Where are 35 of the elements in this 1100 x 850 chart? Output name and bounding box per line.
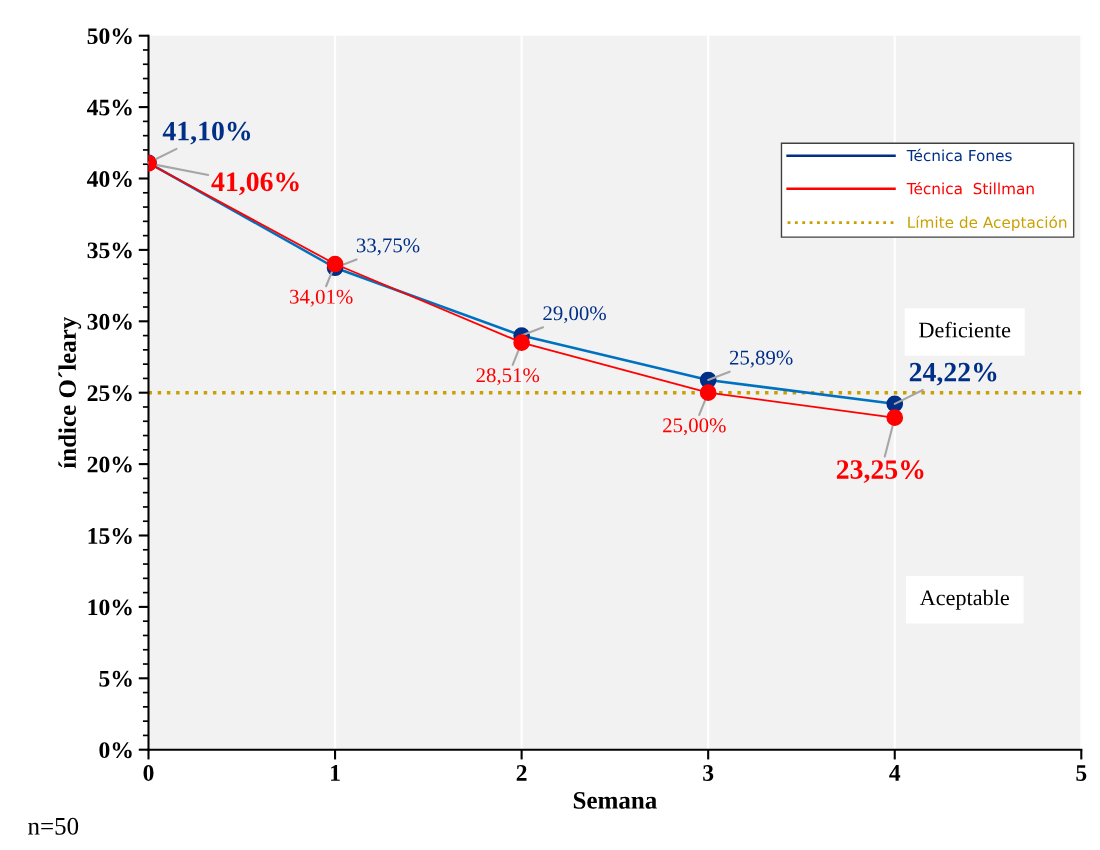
y-tick-label: 50% xyxy=(87,28,132,45)
data-label: 41,10% xyxy=(162,121,251,145)
text: Técnica Stillman xyxy=(906,181,1034,195)
y-axis-title: índice O´leary xyxy=(58,316,82,469)
x-tick-label: 4 xyxy=(889,765,901,781)
y-tick-label: 0% xyxy=(99,742,132,759)
data-label: 24,22% xyxy=(909,362,997,386)
y-tick-label: 10% xyxy=(88,599,132,616)
x-tick-label: 1 xyxy=(331,765,340,781)
y-tick-label: 35% xyxy=(87,242,132,259)
data-label: 41,06% xyxy=(211,172,299,196)
data-label: 33,75% xyxy=(356,238,420,256)
y-tick-label: 5% xyxy=(99,670,132,687)
ref-line-label: Límite de Aceptación xyxy=(908,215,1067,232)
annotation: Deficiente xyxy=(919,321,1011,338)
text: n=50 xyxy=(28,817,79,835)
data-label: 23,25% xyxy=(836,460,924,483)
x-tick-label: 3 xyxy=(703,765,714,781)
x-tick-label: 0 xyxy=(143,764,154,781)
y-tick-label: 25% xyxy=(87,385,132,402)
y-tick-label: 45% xyxy=(87,99,132,116)
annotation: Aceptable xyxy=(919,589,1009,610)
y-tick-label: 30% xyxy=(87,313,132,330)
data-label: 34,01% xyxy=(290,289,353,307)
y-tick-label: 20% xyxy=(87,456,132,473)
data-label: 25,00% xyxy=(663,418,726,436)
x-axis-title: Semana xyxy=(573,792,657,809)
x-tick-label: 5 xyxy=(1076,765,1087,781)
data-label: 25,89% xyxy=(729,350,793,368)
x-tick-label: 2 xyxy=(516,765,527,781)
data-label: 28,51% xyxy=(476,368,540,386)
data-label: 29,00% xyxy=(543,306,606,324)
text: Técnica Fones xyxy=(906,148,1012,162)
y-tick-label: 15% xyxy=(88,527,132,544)
y-tick-label: 40% xyxy=(87,170,132,187)
